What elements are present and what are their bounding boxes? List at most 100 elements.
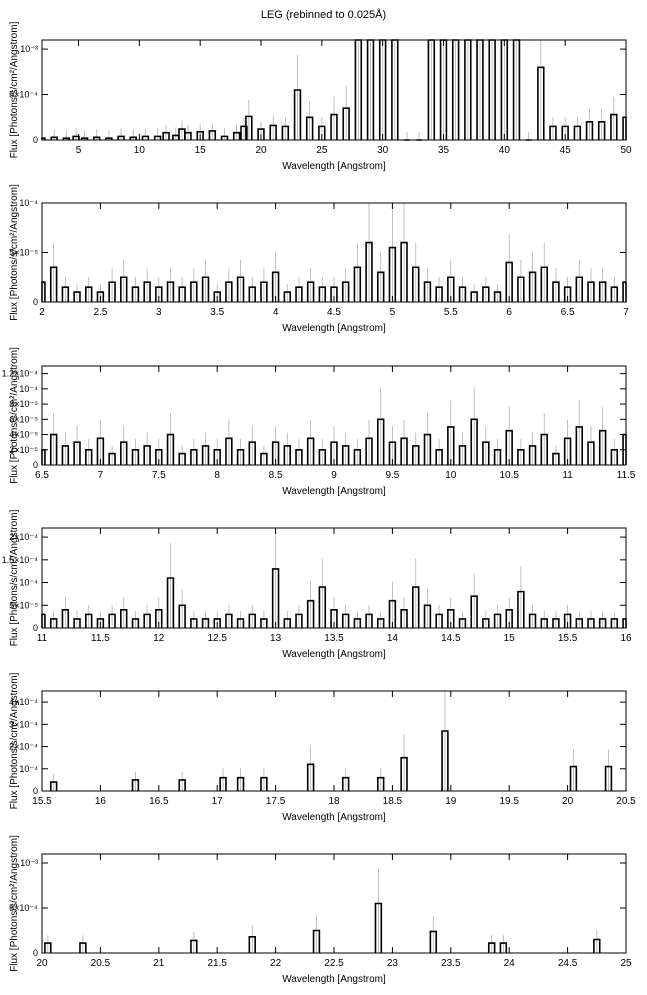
x-tick-label: 50 <box>620 145 632 156</box>
x-tick-label: 15.5 <box>558 633 578 644</box>
x-tick-label: 4.5 <box>327 307 341 318</box>
y-tick-label: 1.5×10⁻⁴ <box>2 555 39 565</box>
y-tick-label: 2×10⁻⁵ <box>9 445 38 455</box>
x-tick-label: 4 <box>273 307 279 318</box>
x-axis-label: Wavelength [Angstrom] <box>282 974 386 985</box>
x-tick-label: 13 <box>270 633 282 644</box>
x-tick-label: 19.5 <box>499 796 519 807</box>
y-axis-label: Flux [Photons/s/cm²/Angstrom] <box>9 835 20 972</box>
x-tick-label: 2 <box>39 307 45 318</box>
x-tick-label: 11 <box>37 633 48 644</box>
panel-3: 6.5 7 7.5 8 8.5 9 9.5 10 10.5 11 11.5 0 2×10⁻⁵ 4×10⁻⁵… <box>2 347 636 497</box>
x-tick-label: 35 <box>438 145 450 156</box>
x-tick-label: 16 <box>95 796 107 807</box>
x-tick-label: 8 <box>214 470 220 481</box>
panel-6: 20 20.5 21 21.5 22 22.5 23 23.5 24 24.5 25 0 5×10⁻⁴ 1… <box>9 835 632 985</box>
x-tick-label: 7 <box>98 470 104 481</box>
y-tick-label: 3×10⁻⁴ <box>9 719 38 729</box>
y-tick-label: 5×10⁻⁴ <box>9 90 38 100</box>
figure-title: LEG (rebinned to 0.025Å) <box>260 9 387 21</box>
panel-2: 2 2.5 3 3.5 4 4.5 5 5.5 6 6.5 7 0 5×10⁻⁵ 10⁻⁴ Waveleng… <box>9 184 629 334</box>
x-axis-label: Wavelength [Angstrom] <box>282 649 386 660</box>
spectrum-step-line <box>44 902 601 953</box>
x-axis-label: Wavelength [Angstrom] <box>282 161 386 172</box>
x-tick-label: 20.5 <box>616 796 636 807</box>
x-tick-label: 5 <box>390 307 396 318</box>
x-tick-label: 22.5 <box>324 958 344 969</box>
x-tick-label: 16.5 <box>149 796 169 807</box>
y-tick-label: 0 <box>33 135 38 145</box>
spectrum-step-line <box>41 568 627 628</box>
y-tick-label: 4×10⁻⁵ <box>9 430 38 440</box>
y-axis-label: Flux [Photons/s/cm²/Angstrom] <box>9 21 20 158</box>
x-tick-label: 12 <box>153 633 165 644</box>
plot-frame <box>41 853 627 954</box>
x-axis-label: Wavelength [Angstrom] <box>282 486 386 497</box>
x-tick-label: 6.5 <box>561 307 575 318</box>
x-tick-label: 45 <box>560 145 572 156</box>
x-tick-label: 10 <box>134 145 146 156</box>
panel-5: 15.5 16 16.5 17 17.5 18 18.5 19 19.5 20 20.5 0 10⁻⁴ 2… <box>9 672 636 823</box>
x-tick-label: 20 <box>255 145 267 156</box>
x-tick-label: 22 <box>270 958 282 969</box>
plot-frame <box>41 39 627 141</box>
y-tick-label: 4×10⁻⁴ <box>9 697 38 707</box>
x-tick-label: 20.5 <box>91 958 111 969</box>
x-tick-label: 14 <box>387 633 399 644</box>
y-tick-label: 0 <box>33 786 38 796</box>
x-tick-label: 25 <box>620 958 632 969</box>
y-tick-label: 0 <box>33 460 38 470</box>
x-tick-label: 6 <box>506 307 512 318</box>
x-tick-label: 17 <box>212 796 224 807</box>
x-tick-label: 18.5 <box>383 796 403 807</box>
x-tick-label: 19 <box>445 796 457 807</box>
x-tick-label: 20 <box>36 958 48 969</box>
y-tick-label: 10⁻⁴ <box>19 764 38 774</box>
x-tick-label: 6.5 <box>35 470 49 481</box>
x-axis-label: Wavelength [Angstrom] <box>282 812 386 823</box>
y-axis-label: Flux [Photons/s/cm²/Angstrom] <box>9 347 20 484</box>
y-tick-label: 0 <box>33 948 38 958</box>
y-tick-label: 10⁻⁴ <box>19 384 38 394</box>
y-tick-label: 6×10⁻⁵ <box>9 414 38 424</box>
y-tick-label: 5×10⁻⁵ <box>9 600 38 610</box>
spectrum-step-line <box>41 241 627 302</box>
x-tick-label: 21 <box>153 958 165 969</box>
y-tick-label: 2×10⁻⁴ <box>9 532 38 542</box>
x-tick-label: 2.5 <box>93 307 107 318</box>
y-tick-label: 5×10⁻⁴ <box>9 903 38 913</box>
x-tick-label: 17.5 <box>266 796 286 807</box>
x-tick-label: 40 <box>499 145 511 156</box>
x-tick-label: 12.5 <box>207 633 227 644</box>
x-tick-label: 8.5 <box>269 470 283 481</box>
x-tick-label: 24.5 <box>558 958 578 969</box>
x-tick-label: 7 <box>623 307 629 318</box>
y-axis-label: Flux [Photons/s/cm²/Angstrom] <box>9 509 20 646</box>
x-tick-label: 3.5 <box>210 307 224 318</box>
x-tick-label: 7.5 <box>152 470 166 481</box>
y-tick-label: 1.2×10⁻⁴ <box>2 369 39 379</box>
x-tick-label: 9 <box>331 470 337 481</box>
x-tick-label: 11.5 <box>617 470 636 481</box>
x-tick-label: 20 <box>562 796 574 807</box>
x-tick-label: 15.5 <box>32 796 52 807</box>
y-axis-label: Flux [Photons/s/cm²/Angstrom] <box>9 672 20 809</box>
x-tick-label: 11.5 <box>91 633 110 644</box>
y-tick-label: 5×10⁻⁵ <box>9 248 38 258</box>
x-tick-label: 23.5 <box>441 958 461 969</box>
x-tick-label: 14.5 <box>441 633 461 644</box>
x-tick-label: 9.5 <box>385 470 399 481</box>
y-tick-label: 0 <box>33 623 38 633</box>
x-tick-label: 11 <box>562 470 573 481</box>
y-tick-label: 2×10⁻⁴ <box>9 742 38 752</box>
y-tick-label: 10⁻⁴ <box>19 578 38 588</box>
y-tick-label: 10⁻⁴ <box>19 198 38 208</box>
panel-1: 5 10 15 20 25 30 35 40 45 50 0 5×10⁻⁴ 10⁻³ Wavelength… <box>9 21 632 172</box>
x-tick-label: 15 <box>504 633 516 644</box>
x-tick-label: 10 <box>445 470 457 481</box>
panel-4: 11 11.5 12 12.5 13 13.5 14 14.5 15 15.5 16 0 5×10⁻⁵ 1… <box>2 509 632 660</box>
x-tick-label: 13.5 <box>324 633 344 644</box>
y-tick-label: 0 <box>33 297 38 307</box>
